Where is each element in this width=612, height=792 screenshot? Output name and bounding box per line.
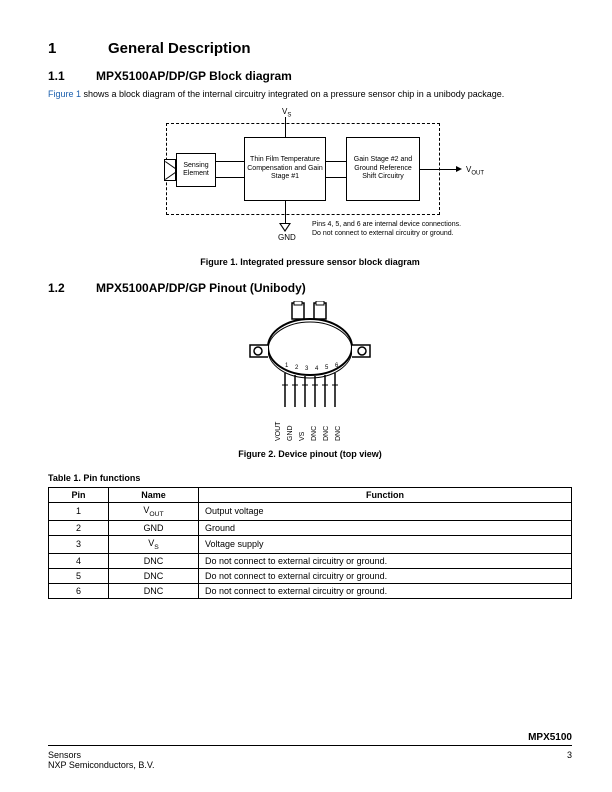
pin-label: DNC: [311, 415, 321, 441]
block-diagram: VS Sensing Element Thin Film Temperature…: [140, 109, 480, 249]
table-header-row: Pin Name Function: [49, 488, 572, 503]
figure-1-link[interactable]: Figure 1: [48, 89, 81, 99]
figure-1-caption: Figure 1. Integrated pressure sensor blo…: [48, 257, 572, 267]
subsection-number: 1.1: [48, 69, 96, 83]
wire-3: [326, 161, 346, 162]
col-function: Function: [199, 488, 572, 503]
page-number: 3: [567, 750, 572, 770]
sensing-symbol-icon: [164, 159, 176, 181]
vout-arrow-icon: [456, 166, 462, 172]
section-number: 1: [48, 40, 108, 57]
table-row: 1VOUTOutput voltage: [49, 503, 572, 521]
cell-function: Output voltage: [199, 503, 572, 521]
cell-pin: 1: [49, 503, 109, 521]
pin-label: VS: [299, 415, 309, 441]
table-row: 5DNCDo not connect to external circuitry…: [49, 568, 572, 583]
cell-name: GND: [109, 520, 199, 535]
cell-function: Do not connect to external circuitry or …: [199, 583, 572, 598]
subsection-1-1: 1.1MPX5100AP/DP/GP Block diagram: [48, 69, 572, 83]
pinout-drawing-icon: 1 2 3 4 5 6: [220, 301, 400, 411]
footer-left: Sensors NXP Semiconductors, B.V.: [48, 750, 155, 770]
col-name: Name: [109, 488, 199, 503]
cell-function: Do not connect to external circuitry or …: [199, 568, 572, 583]
cell-function: Ground: [199, 520, 572, 535]
table-row: 2GNDGround: [49, 520, 572, 535]
compensation-box: Thin Film Temperature Compensation and G…: [244, 137, 326, 201]
subsection-number: 1.2: [48, 281, 96, 295]
cell-pin: 3: [49, 535, 109, 553]
pin-label-row: VOUT GND VS DNC DNC DNC: [220, 415, 400, 441]
subsection-1-2: 1.2MPX5100AP/DP/GP Pinout (Unibody): [48, 281, 572, 295]
page-footer: MPX5100 Sensors NXP Semiconductors, B.V.…: [48, 745, 572, 770]
intro-paragraph: Figure 1 shows a block diagram of the in…: [48, 89, 572, 99]
cell-pin: 6: [49, 583, 109, 598]
cell-function: Voltage supply: [199, 535, 572, 553]
pin-label: VOUT: [275, 415, 285, 441]
pin-label: DNC: [323, 415, 333, 441]
col-pin: Pin: [49, 488, 109, 503]
cell-name: DNC: [109, 568, 199, 583]
gain-stage-box: Gain Stage #2 and Ground Reference Shift…: [346, 137, 420, 201]
vs-wire: [285, 117, 286, 137]
vs-label: VS: [282, 107, 291, 119]
section-title: General Description: [108, 40, 251, 57]
pin-label: GND: [287, 415, 297, 441]
cell-name: VS: [109, 535, 199, 553]
intro-text: shows a block diagram of the internal ci…: [81, 89, 504, 99]
gnd-wire: [285, 201, 286, 223]
table-row: 4DNCDo not connect to external circuitry…: [49, 553, 572, 568]
cell-name: VOUT: [109, 503, 199, 521]
subsection-title: MPX5100AP/DP/GP Pinout (Unibody): [96, 281, 306, 295]
table-1-title: Table 1. Pin functions: [48, 473, 572, 483]
vout-wire: [420, 169, 458, 170]
cell-name: DNC: [109, 583, 199, 598]
pin-functions-table: Pin Name Function 1VOUTOutput voltage2GN…: [48, 487, 572, 599]
part-number: MPX5100: [528, 732, 572, 743]
pinout-figure: 1 2 3 4 5 6 VOUT GND VS DNC DNC DNC: [220, 301, 400, 441]
cell-pin: 2: [49, 520, 109, 535]
diagram-note: Pins 4, 5, and 6 are internal device con…: [312, 221, 461, 239]
cell-function: Do not connect to external circuitry or …: [199, 553, 572, 568]
sensing-element-box: Sensing Element: [176, 153, 216, 187]
figure-2-caption: Figure 2. Device pinout (top view): [48, 449, 572, 459]
wire-4: [326, 177, 346, 178]
section-heading: 1General Description: [48, 40, 572, 57]
cell-pin: 4: [49, 553, 109, 568]
table-row: 6DNCDo not connect to external circuitry…: [49, 583, 572, 598]
subsection-title: MPX5100AP/DP/GP Block diagram: [96, 69, 292, 83]
pin-label: DNC: [335, 415, 345, 441]
gnd-label: GND: [278, 233, 296, 242]
gnd-symbol-icon: [279, 223, 291, 232]
cell-name: DNC: [109, 553, 199, 568]
wire-2: [216, 177, 244, 178]
cell-pin: 5: [49, 568, 109, 583]
table-row: 3VSVoltage supply: [49, 535, 572, 553]
wire-1: [216, 161, 244, 162]
vout-label: VOUT: [466, 165, 484, 177]
